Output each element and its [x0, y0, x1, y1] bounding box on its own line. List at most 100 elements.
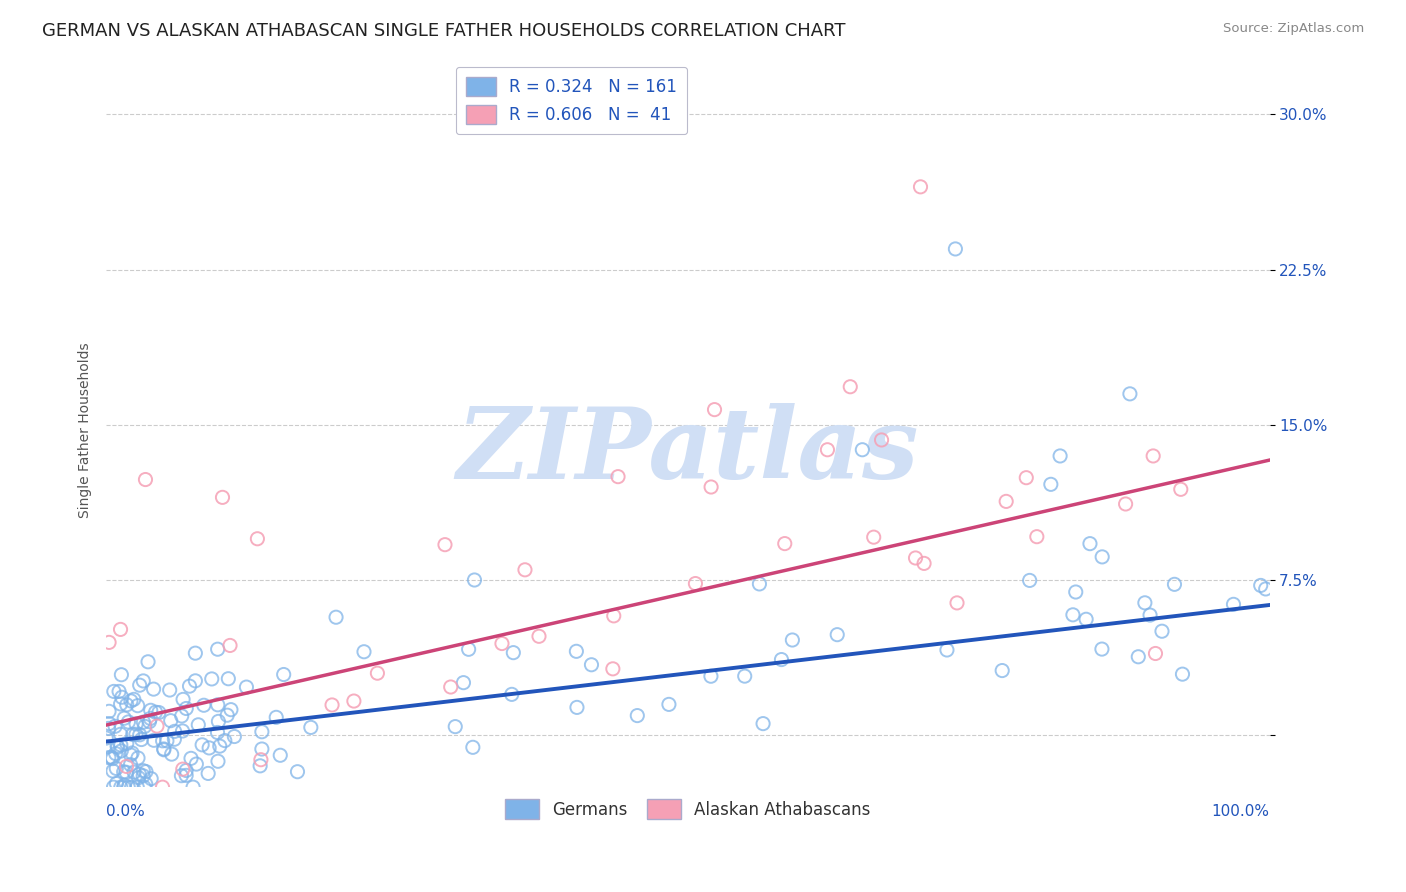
Point [825, 628, 848, 642]
Point [121, 746, 143, 760]
Point [1170, 483, 1192, 497]
Text: Source: ZipAtlas.com: Source: ZipAtlas.com [1223, 22, 1364, 36]
Point [433, 538, 456, 552]
Point [112, 711, 135, 725]
Point [115, 737, 138, 751]
Point [134, 719, 156, 733]
Point [1076, 612, 1098, 626]
Point [208, 739, 231, 753]
Point [132, 673, 155, 688]
Point [752, 716, 775, 731]
Point [249, 759, 271, 773]
Point [1150, 624, 1173, 639]
Point [138, 714, 160, 729]
Point [112, 764, 135, 779]
Point [581, 657, 603, 672]
Point [1139, 608, 1161, 623]
Point [148, 706, 170, 720]
Point [172, 692, 194, 706]
Point [250, 742, 273, 756]
Point [995, 494, 1018, 508]
Point [626, 708, 648, 723]
Point [174, 701, 197, 715]
Point [936, 643, 959, 657]
Point [945, 242, 967, 256]
Point [1222, 598, 1244, 612]
Point [1144, 647, 1167, 661]
Point [120, 757, 142, 772]
Point [125, 717, 148, 731]
Point [110, 780, 132, 794]
Point [141, 772, 163, 786]
Point [128, 771, 150, 785]
Point [946, 596, 969, 610]
Point [1115, 497, 1137, 511]
Point [115, 698, 138, 712]
Point [108, 684, 131, 698]
Point [1091, 642, 1114, 657]
Point [685, 576, 707, 591]
Point [112, 780, 135, 794]
Point [132, 769, 155, 783]
Point [111, 690, 134, 705]
Point [246, 532, 269, 546]
Point [98, 716, 121, 731]
Point [159, 714, 181, 728]
Point [250, 724, 273, 739]
Point [98, 704, 121, 718]
Point [104, 747, 127, 761]
Point [121, 727, 143, 741]
Point [1025, 530, 1047, 544]
Point [870, 433, 893, 447]
Point [1254, 582, 1277, 596]
Point [110, 727, 132, 741]
Point [197, 766, 219, 780]
Point [193, 698, 215, 713]
Point [127, 751, 149, 765]
Point [1062, 607, 1084, 622]
Point [179, 679, 201, 693]
Point [153, 743, 176, 757]
Point [527, 629, 550, 643]
Point [186, 757, 208, 772]
Point [321, 698, 343, 712]
Point [461, 740, 484, 755]
Point [136, 655, 159, 669]
Point [207, 714, 229, 729]
Point [207, 754, 229, 768]
Point [156, 734, 179, 748]
Point [910, 179, 932, 194]
Point [1049, 449, 1071, 463]
Point [502, 646, 524, 660]
Point [343, 694, 366, 708]
Point [132, 715, 155, 730]
Point [207, 725, 229, 739]
Point [201, 672, 224, 686]
Point [219, 639, 242, 653]
Point [121, 780, 143, 794]
Point [214, 733, 236, 747]
Point [565, 700, 588, 714]
Point [1015, 471, 1038, 485]
Point [110, 623, 132, 637]
Point [101, 764, 124, 778]
Point [128, 728, 150, 742]
Point [131, 732, 153, 747]
Point [219, 703, 242, 717]
Point [160, 747, 183, 761]
Point [181, 780, 204, 794]
Point [132, 764, 155, 778]
Point [217, 672, 239, 686]
Point [770, 652, 793, 666]
Point [1064, 585, 1087, 599]
Point [991, 664, 1014, 678]
Point [904, 551, 927, 566]
Point [103, 684, 125, 698]
Point [105, 761, 128, 775]
Point [1250, 578, 1272, 592]
Point [184, 673, 207, 688]
Point [120, 694, 142, 708]
Point [224, 730, 246, 744]
Point [748, 577, 770, 591]
Point [117, 714, 139, 729]
